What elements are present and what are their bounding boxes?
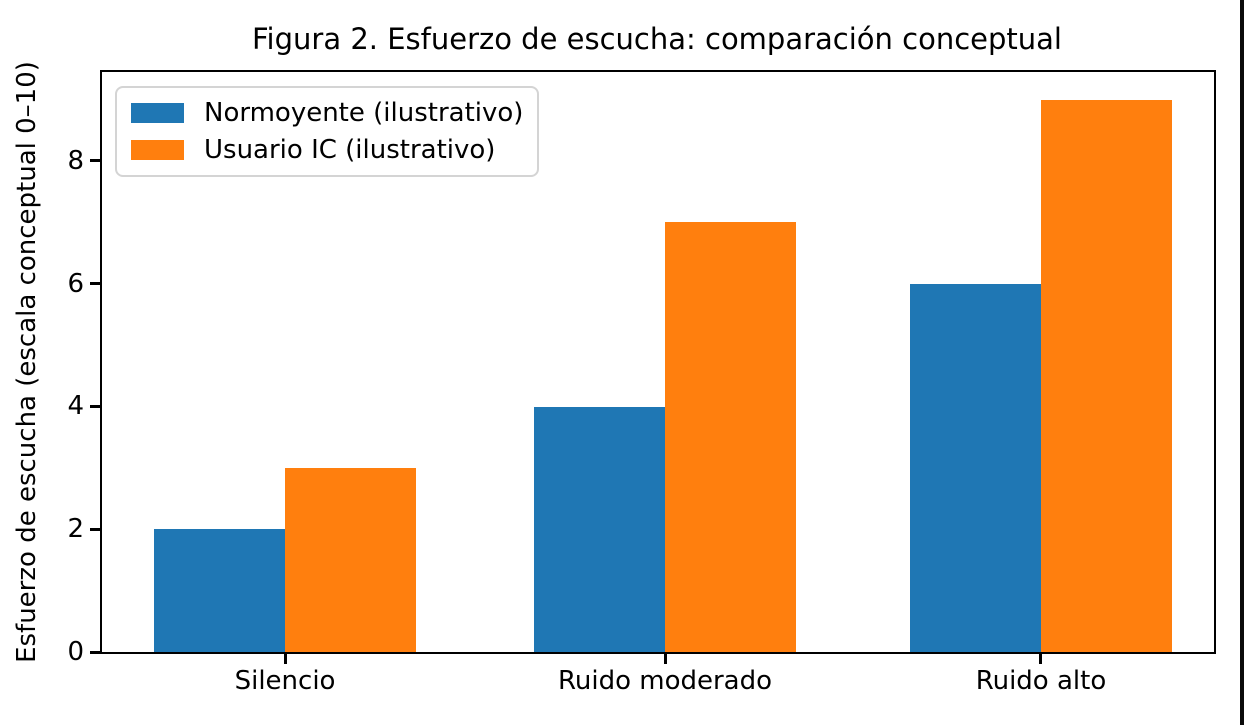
legend-swatch — [131, 103, 184, 124]
y-tick-mark — [90, 159, 100, 163]
x-tick-label: Ruido alto — [975, 666, 1107, 696]
legend-item: Usuario IC (ilustrativo) — [131, 135, 523, 165]
x-tick-label: Silencio — [234, 666, 336, 696]
legend-swatch — [131, 139, 184, 160]
bar-series1-ruido-alto — [909, 283, 1041, 652]
bar-series1-ruido-moderado — [534, 406, 665, 652]
bar-series2-ruido-alto — [1040, 99, 1172, 652]
x-tick-label: Ruido moderado — [557, 666, 773, 696]
x-tick-mark — [663, 652, 667, 664]
x-tick-mark — [1039, 652, 1043, 664]
y-tick-label: 4 — [67, 391, 84, 422]
y-tick-mark — [90, 404, 100, 408]
bar-series2-silencio — [285, 467, 417, 652]
y-tick-mark — [90, 282, 100, 286]
legend-label: Usuario IC (ilustrativo) — [204, 134, 496, 165]
x-tick-mark — [283, 652, 287, 664]
legend: Normoyente (ilustrativo) Usuario IC (ilus… — [115, 86, 539, 177]
y-tick-label: 8 — [67, 145, 84, 176]
legend-item: Normoyente (ilustrativo) — [131, 98, 523, 128]
legend-label: Normoyente (ilustrativo) — [204, 98, 524, 129]
y-tick-label: 0 — [67, 637, 84, 667]
plot-area: 0 2 4 6 8 Silencio Ruido moderado Ruido alto N… — [67, 70, 1216, 696]
chart-title: Figura 2. Esfuerzo de escucha: comparaci… — [251, 22, 1062, 56]
bar-series1-silencio — [154, 529, 286, 652]
y-tick-mark — [90, 650, 100, 654]
y-tick-label: 2 — [67, 514, 84, 545]
y-tick-mark — [90, 527, 100, 531]
screen-right-edge-strip — [1240, 0, 1244, 725]
y-tick-label: 6 — [67, 268, 84, 299]
bar-series2-ruido-moderado — [665, 222, 796, 652]
